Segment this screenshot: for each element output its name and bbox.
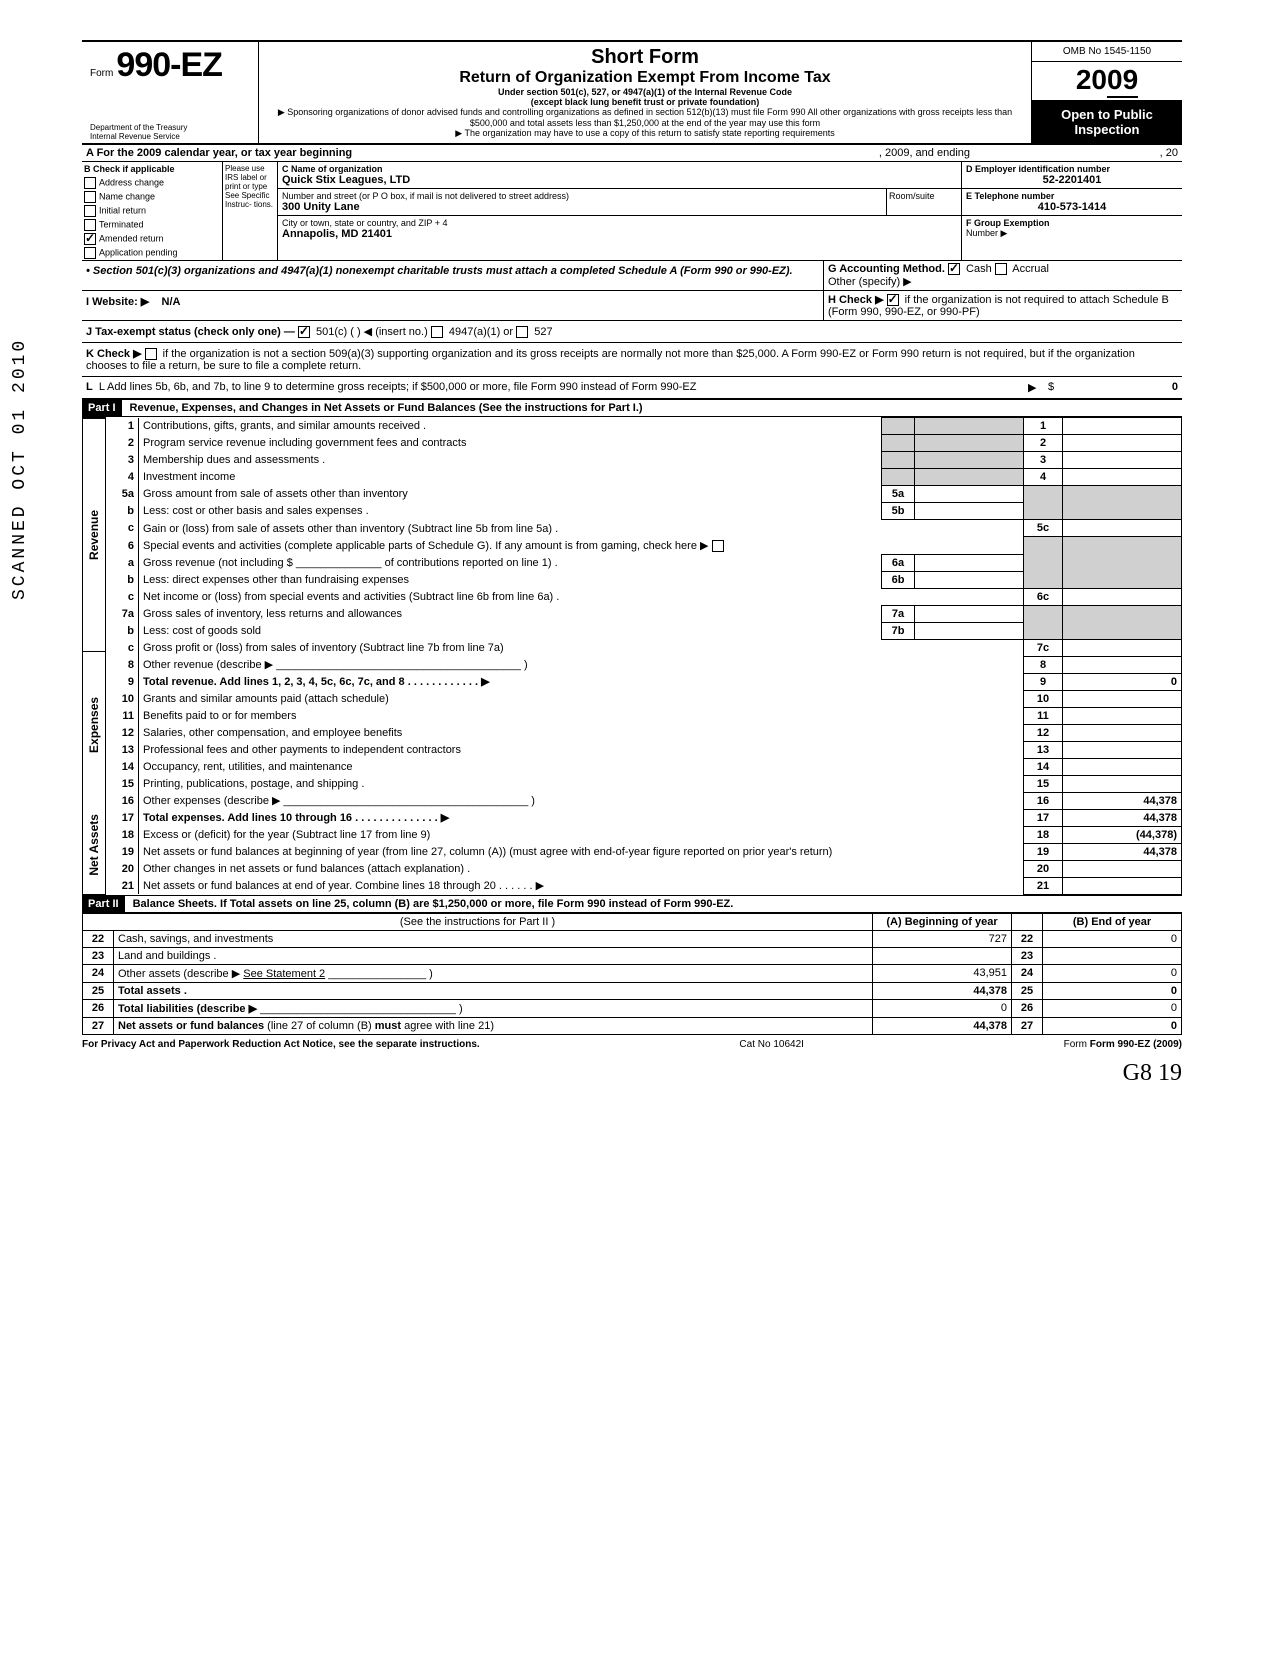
checkbox-527[interactable] [516, 326, 528, 338]
line-24b: 0 [1043, 964, 1182, 982]
form-header: Form 990-EZ Department of the Treasury I… [82, 40, 1182, 145]
checkbox-sched-b[interactable] [887, 294, 899, 306]
right-block: OMB No 1545-1150 2009 Open to PublicInsp… [1031, 42, 1182, 143]
city-state-zip: Annapolis, MD 21401 [282, 228, 957, 240]
checkbox-k[interactable] [145, 348, 157, 360]
checkbox-cash[interactable] [948, 263, 960, 275]
section-j: J Tax-exempt status (check only one) — 5… [82, 321, 1182, 343]
checkbox-gaming[interactable] [712, 540, 724, 552]
expenses-side-label: Expenses [83, 651, 105, 797]
section-k: K Check ▶ if the organization is not a s… [82, 343, 1182, 377]
checkbox-initial[interactable] [84, 205, 96, 217]
line-22b: 0 [1043, 930, 1182, 947]
section-l: L L Add lines 5b, 6b, and 7b, to line 9 … [82, 377, 1182, 399]
checkbox-terminated[interactable] [84, 219, 96, 231]
revenue-side-label: Revenue [83, 418, 105, 651]
line-16-amount: 44,378 [1063, 792, 1182, 809]
street-address: 300 Unity Lane [282, 201, 882, 213]
line-27b: 0 [1043, 1017, 1182, 1034]
line-22a: 727 [873, 930, 1012, 947]
section-def: D Employer identification number 52-2201… [961, 162, 1182, 260]
line-25a: 44,378 [873, 982, 1012, 999]
title-block: Short Form Return of Organization Exempt… [259, 42, 1031, 143]
telephone: 410-573-1414 [966, 201, 1178, 213]
part-1-table: 1Contributions, gifts, grants, and simil… [106, 417, 1182, 895]
section-h: H Check ▶ if the organization is not req… [823, 291, 1182, 320]
website-value: N/A [162, 296, 181, 308]
form-number: 990-EZ [116, 46, 222, 84]
checkbox-501c[interactable] [298, 326, 310, 338]
line-18-amount: (44,378) [1063, 826, 1182, 843]
line-24a: 43,951 [873, 964, 1012, 982]
section-i: I Website: ▶ N/A [82, 291, 823, 320]
line-17-amount: 44,378 [1063, 809, 1182, 826]
org-name: Quick Stix Leagues, LTD [282, 174, 957, 186]
checkbox-amended[interactable] [84, 233, 96, 245]
scanned-stamp: SCANNED OCT 01 2010 [10, 338, 30, 600]
page-footer: For Privacy Act and Paperwork Reduction … [82, 1039, 1182, 1050]
balance-sheets-table: (See the instructions for Part II ) (A) … [82, 913, 1182, 1035]
checkbox-address[interactable] [84, 177, 96, 189]
line-26a: 0 [873, 999, 1012, 1017]
dept-treasury: Department of the Treasury Internal Reve… [90, 123, 187, 141]
section-c: C Name of organization Quick Stix League… [278, 162, 961, 260]
please-use-label: Please use IRS label or print or type Se… [223, 162, 278, 260]
netassets-side-label: Net Assets [83, 797, 105, 894]
part-1-header: Part I Revenue, Expenses, and Changes in… [82, 399, 1182, 417]
line-19-amount: 44,378 [1063, 843, 1182, 860]
line-a: A For the 2009 calendar year, or tax yea… [82, 145, 1182, 162]
line-26b: 0 [1043, 999, 1182, 1017]
line-25b: 0 [1043, 982, 1182, 999]
gross-receipts: 0 [1068, 381, 1178, 394]
section-b: B Check if applicable Address change Nam… [82, 162, 223, 260]
part-2-header: Part II Balance Sheets. If Total assets … [82, 895, 1182, 913]
checkbox-4947[interactable] [431, 326, 443, 338]
form-label: Form [90, 68, 113, 79]
schedule-a-note: • Section 501(c)(3) organizations and 49… [82, 261, 823, 290]
section-g: G Accounting Method. Cash Accrual Other … [823, 261, 1182, 290]
checkbox-pending[interactable] [84, 247, 96, 259]
checkbox-accrual[interactable] [995, 263, 1007, 275]
ein: 52-2201401 [966, 174, 1178, 186]
line-27a: 44,378 [873, 1017, 1012, 1034]
checkbox-name[interactable] [84, 191, 96, 203]
handwritten-note: G8 19 [82, 1060, 1182, 1087]
line-9-amount: 0 [1063, 673, 1182, 690]
